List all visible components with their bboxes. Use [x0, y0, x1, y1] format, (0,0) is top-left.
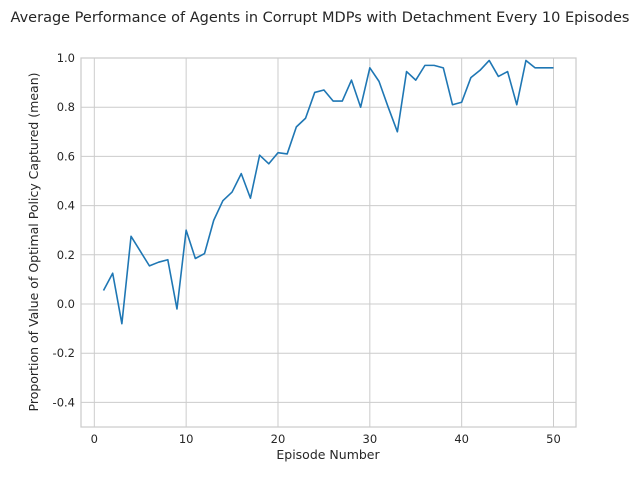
chart-title: Average Performance of Agents in Corrupt… [11, 10, 630, 26]
y-tick-label: 0.4 [57, 199, 75, 213]
y-tick-label: 1.0 [57, 51, 75, 65]
y-tick-labels: -0.4 -0.2 0.0 0.2 0.4 0.6 0.8 1.0 [53, 51, 75, 409]
x-tick-label: 20 [271, 432, 286, 446]
x-tick-label: 50 [546, 432, 561, 446]
y-tick-label: 0.8 [57, 100, 75, 114]
y-tick-label: -0.4 [53, 395, 75, 409]
y-tick-label: -0.2 [53, 346, 75, 360]
x-axis-label: Episode Number [276, 447, 380, 462]
grid-lines [81, 57, 576, 427]
series-line [102, 59, 554, 325]
x-tick-label: 30 [363, 432, 378, 446]
y-tick-label: 0.6 [57, 149, 75, 163]
y-axis-label: Proportion of Value of Optimal Policy Ca… [26, 73, 41, 412]
x-tick-label: 0 [91, 432, 98, 446]
x-tick-labels: 0 10 20 30 40 50 [91, 432, 561, 446]
y-tick-label: 0.2 [57, 248, 75, 262]
y-tick-label: 0.0 [57, 297, 75, 311]
x-tick-label: 10 [179, 432, 194, 446]
x-tick-label: 40 [454, 432, 469, 446]
plot-frame [80, 57, 577, 428]
